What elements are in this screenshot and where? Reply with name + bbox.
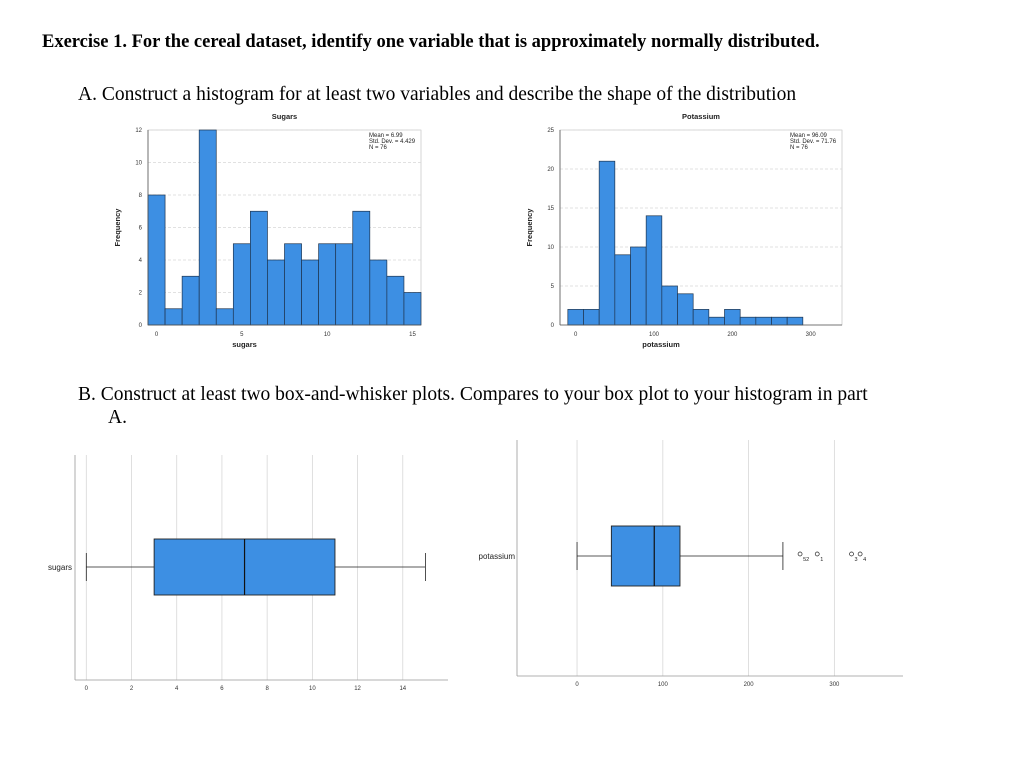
x-tick-label: 10	[309, 686, 316, 692]
x-tick-label: 4	[175, 686, 179, 692]
y-tick-label: 4	[139, 258, 143, 264]
x-axis-label: sugars	[232, 340, 257, 349]
y-tick-label: 25	[547, 128, 554, 134]
y-tick-label: 12	[135, 128, 142, 134]
part-b-letter: B.	[78, 384, 96, 405]
x-tick-label: 15	[409, 332, 416, 338]
x-tick-label: 0	[574, 332, 578, 338]
outlier-label: 1	[820, 557, 823, 563]
y-tick-label: 8	[139, 193, 143, 199]
y-tick-label: 2	[139, 291, 143, 297]
y-tick-label: 10	[547, 245, 554, 251]
x-tick-label: 2	[130, 686, 134, 692]
x-tick-label: 200	[744, 682, 755, 688]
x-tick-label: 100	[658, 682, 669, 688]
outlier-point	[857, 551, 863, 557]
outlier-label: 52	[803, 557, 809, 563]
part-b-prompt: B. Construct at least two box-and-whiske…	[78, 383, 988, 429]
box-label: potassium	[479, 552, 516, 561]
x-tick-label: 0	[575, 682, 579, 688]
stats-line: Std. Dev. = 4.429	[369, 139, 416, 145]
y-tick-label: 0	[139, 323, 143, 329]
stats-line: N = 76	[369, 145, 388, 151]
chart-title: Potassium	[682, 112, 720, 121]
x-tick-label: 10	[324, 332, 331, 338]
y-tick-label: 6	[139, 226, 143, 232]
outlier-point	[814, 551, 820, 557]
x-tick-label: 6	[220, 686, 224, 692]
x-axis-label: potassium	[642, 340, 680, 349]
outlier-label: 4	[863, 557, 866, 563]
exercise-title: Exercise 1. For the cereal dataset, iden…	[42, 32, 820, 52]
y-axis-label: Frequency	[113, 208, 122, 247]
y-tick-label: 15	[547, 206, 554, 212]
y-tick-label: 10	[135, 161, 142, 167]
x-tick-label: 300	[829, 682, 840, 688]
stats-line: Mean = 96.09	[790, 133, 828, 139]
x-tick-label: 12	[354, 686, 361, 692]
outlier-point	[797, 551, 803, 557]
part-b-text: Construct at least two box-and-whisker p…	[100, 384, 868, 405]
outlier-point	[849, 551, 854, 557]
x-tick-label: 8	[265, 686, 269, 692]
x-tick-label: 300	[806, 332, 817, 338]
stats-line: Mean = 6.99	[369, 133, 403, 139]
x-tick-label: 5	[240, 332, 244, 338]
part-a-letter: A.	[78, 84, 97, 105]
outlier-label: 3	[855, 557, 858, 563]
chart-title: Sugars	[272, 112, 297, 121]
stats-line: N = 76	[790, 145, 809, 151]
y-tick-label: 20	[547, 167, 554, 173]
iqr-box	[610, 525, 681, 587]
x-tick-label: 100	[649, 332, 660, 338]
x-tick-label: 200	[727, 332, 738, 338]
x-tick-label: 0	[155, 332, 159, 338]
y-tick-label: 5	[551, 284, 555, 290]
part-a-text: Construct a histogram for at least two v…	[101, 84, 797, 105]
x-tick-label: 14	[399, 686, 406, 692]
part-a-prompt: A. Construct a histogram for at least tw…	[78, 84, 796, 106]
x-tick-label: 0	[85, 686, 89, 692]
y-axis-label: Frequency	[525, 208, 534, 247]
y-tick-label: 0	[551, 323, 555, 329]
part-b-text-cont: A.	[108, 407, 127, 428]
box-label: sugars	[48, 563, 72, 572]
stats-line: Std. Dev. = 71.76	[790, 139, 837, 145]
